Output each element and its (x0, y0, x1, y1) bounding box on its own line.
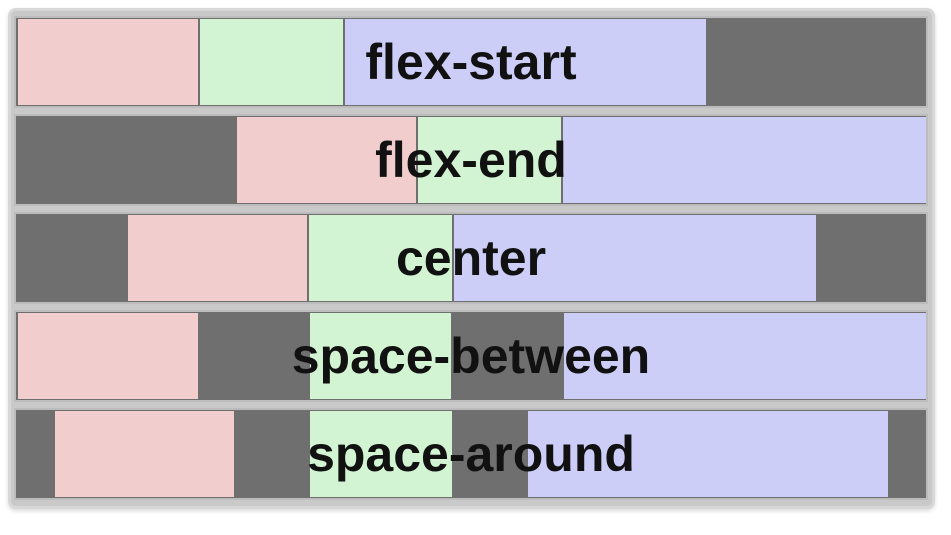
row-flex-end: flex-end (14, 114, 928, 206)
row-flex-start: flex-start (14, 16, 928, 108)
item-1-box (18, 313, 198, 399)
item-3-box (345, 19, 706, 105)
row-space-between: space-between (14, 310, 928, 402)
item-3-box (563, 117, 926, 203)
row-center: center (14, 212, 928, 304)
item-2-box (310, 411, 452, 497)
item-1-box (128, 215, 307, 301)
item-2-box (200, 19, 343, 105)
item-2-box (418, 117, 561, 203)
item-3-box (454, 215, 816, 301)
item-3-box (564, 313, 926, 399)
item-3-box (528, 411, 888, 497)
item-2-box (309, 215, 452, 301)
item-1-box (18, 19, 198, 105)
item-2-box (310, 313, 451, 399)
row-space-around: space-around (14, 408, 928, 500)
item-1-box (55, 411, 234, 497)
item-1-box (237, 117, 416, 203)
